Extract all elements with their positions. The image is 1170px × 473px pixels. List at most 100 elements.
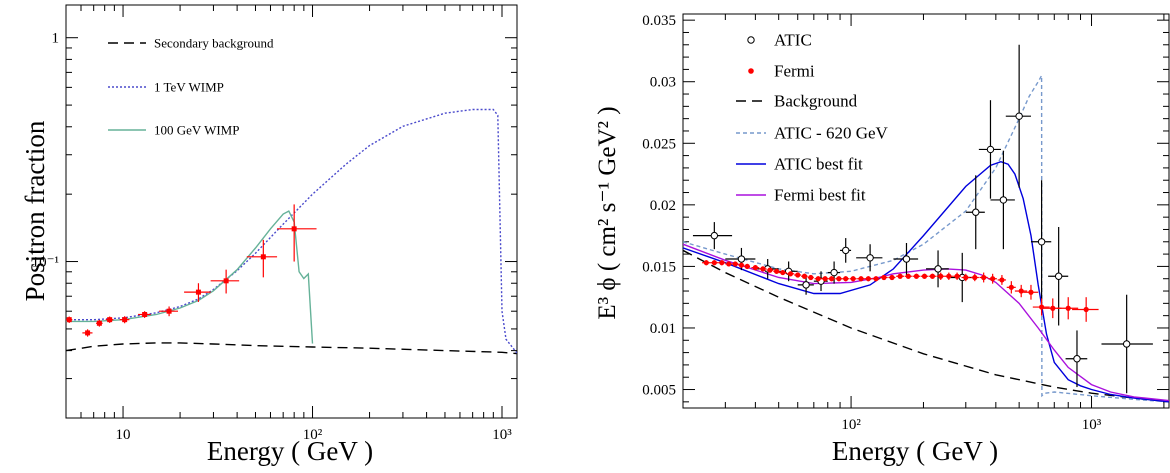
data-point [801,273,808,279]
right-y-axis-label: E³ ϕ ( cm² s⁻¹ GeV² ) [594,106,621,319]
data-point [897,273,903,279]
series-line-1-tev-wimp [66,108,517,354]
data-point [107,317,113,323]
data-point [66,317,72,323]
data-point [1073,355,1081,363]
data-point [732,261,738,267]
data-point [865,276,871,282]
legend-label-fermi-best-fit: Fermi best fit [774,186,866,205]
data-point [934,265,942,273]
data-point [990,276,996,282]
data-point [999,277,1005,283]
data-point [963,274,969,281]
legend-label-1-tev-wimp: 1 TeV WIMP [154,79,224,94]
data-point [866,254,874,262]
data-point [999,196,1008,204]
data-point [85,330,91,336]
data-point [815,276,821,282]
y-tick-label: 0.03 [650,75,676,91]
data-point [703,260,709,266]
series-group [683,72,1169,403]
legend-label-fermi: Fermi [774,62,815,81]
data-point [902,255,911,263]
legend-label-secondary-background: Secondary background [154,35,274,50]
points-group-fermi [702,260,1099,322]
y-ticks: 10⁻¹ 1 [32,31,517,419]
data-point [836,276,842,282]
data-point [843,276,849,282]
data-point [986,145,995,154]
data-point [981,274,987,281]
data-point [1050,305,1056,311]
data-point [260,254,266,260]
legend: Secondary background 1 TeV WIMP 100 GeV WI… [108,35,274,137]
legend-label-atic: ATIC [774,31,812,50]
y-tick-label: 10⁻¹ [32,255,59,271]
data-point [767,267,773,273]
data-point [873,276,879,282]
data-point [850,276,856,282]
legend-label-atic-620-gev: ATIC - 620 GeV [774,124,889,143]
y-tick-label: 0.035 [642,13,676,29]
right-panel-flux: E³ ϕ ( cm² s⁻¹ GeV² ) Energy ( GeV ) 10²… [594,13,1170,466]
y-tick-label: 0.025 [642,136,676,152]
y-tick-label: 0.015 [642,259,676,275]
data-point [830,268,838,277]
data-point [1028,289,1034,295]
x-tick-label: 10² [303,427,323,443]
data-point [744,263,750,270]
data-point [122,317,128,323]
x-tick-label: 10² [841,417,861,433]
series-line-atic-620-gev [683,72,1169,403]
y-tick-label: 0.02 [650,198,676,214]
data-point [738,262,745,268]
data-point [802,281,810,289]
data-point [829,276,835,282]
data-point [291,226,297,232]
data-point [972,274,978,281]
x-ticks: 10 10² 10³ [65,5,512,443]
left-y-axis-label: Positron fraction [20,120,50,301]
series-line-100-gev-wimp [66,210,314,344]
legend-marker-atic [747,36,755,44]
data-point [142,311,148,317]
data-point [842,246,850,255]
right-x-axis-label: Energy ( GeV ) [832,436,998,466]
points-group-data [66,204,317,337]
data-point [972,208,980,216]
legend-label-100-gev-wimp: 100 GeV WIMP [154,122,239,137]
data-point [773,268,780,274]
data-point [929,273,936,279]
x-tick-label: 10³ [492,427,512,443]
x-tick-label: 10³ [1082,417,1102,433]
data-point [711,260,717,266]
series-group [66,108,517,355]
data-point [1083,306,1089,313]
data-point [1037,238,1046,246]
data-point [905,273,911,279]
data-point [808,274,814,281]
left-x-axis-label: Energy ( GeV ) [207,436,373,466]
data-point [726,261,732,267]
data-point [710,231,719,240]
y-tick-label: 0.01 [650,321,676,337]
legend: ATIC Fermi Background ATIC - 620 GeV ATIC be… [736,31,889,205]
points-group-atic [692,44,1153,394]
data-point [1018,288,1024,294]
data-point [881,274,887,281]
data-point [858,276,864,282]
data-point [1065,305,1071,311]
data-point [96,320,102,326]
y-tick-label: 1 [52,31,60,47]
data-point [795,272,801,278]
data-point [760,266,766,272]
data-point [195,289,201,295]
data-point [954,273,960,279]
data-point [921,273,928,279]
series-line-background [683,249,1169,403]
data-point [1122,340,1131,348]
data-point [938,273,944,279]
left-plot-frame [65,4,518,419]
